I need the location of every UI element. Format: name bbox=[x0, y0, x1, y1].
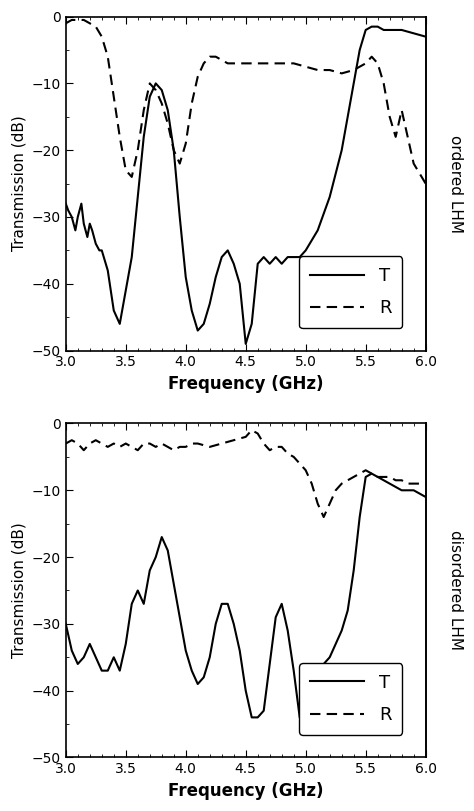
T bbox=[189, 666, 195, 676]
R bbox=[213, 52, 219, 62]
Line: T: T bbox=[66, 474, 426, 718]
R bbox=[75, 439, 81, 448]
R bbox=[327, 499, 333, 508]
R bbox=[423, 478, 428, 488]
T bbox=[117, 319, 123, 328]
R bbox=[177, 159, 182, 169]
T bbox=[141, 132, 146, 142]
T bbox=[63, 199, 69, 208]
T bbox=[369, 22, 374, 32]
X-axis label: Frequency (GHz): Frequency (GHz) bbox=[168, 375, 323, 393]
Y-axis label: Transmission (dB): Transmission (dB) bbox=[11, 116, 26, 251]
Y-axis label: ordered LHM: ordered LHM bbox=[448, 135, 463, 233]
R bbox=[423, 178, 428, 188]
R bbox=[69, 15, 74, 25]
Y-axis label: disordered LHM: disordered LHM bbox=[448, 530, 463, 650]
R bbox=[399, 105, 404, 115]
T bbox=[93, 239, 99, 249]
T bbox=[147, 565, 153, 575]
Line: R: R bbox=[66, 430, 426, 517]
T bbox=[423, 32, 428, 41]
T bbox=[249, 713, 255, 723]
T bbox=[243, 339, 248, 349]
Y-axis label: Transmission (dB): Transmission (dB) bbox=[11, 522, 26, 659]
T bbox=[147, 92, 153, 101]
R bbox=[93, 22, 99, 32]
Line: R: R bbox=[66, 20, 426, 183]
T bbox=[387, 478, 392, 488]
R bbox=[219, 439, 225, 448]
R bbox=[63, 19, 69, 28]
T bbox=[129, 252, 135, 262]
Legend: T, R: T, R bbox=[300, 256, 402, 328]
T bbox=[255, 259, 261, 268]
R bbox=[81, 445, 87, 455]
R bbox=[153, 442, 159, 452]
T bbox=[285, 626, 291, 636]
T bbox=[261, 706, 266, 715]
X-axis label: Frequency (GHz): Frequency (GHz) bbox=[168, 782, 323, 800]
R bbox=[255, 58, 261, 68]
R bbox=[249, 425, 255, 435]
R bbox=[63, 439, 69, 448]
Legend: T, R: T, R bbox=[300, 663, 402, 735]
R bbox=[321, 512, 327, 521]
T bbox=[135, 586, 141, 595]
T bbox=[63, 619, 69, 629]
T bbox=[369, 469, 374, 478]
R bbox=[267, 58, 273, 68]
Line: T: T bbox=[66, 27, 426, 344]
R bbox=[333, 486, 338, 496]
T bbox=[423, 492, 428, 502]
